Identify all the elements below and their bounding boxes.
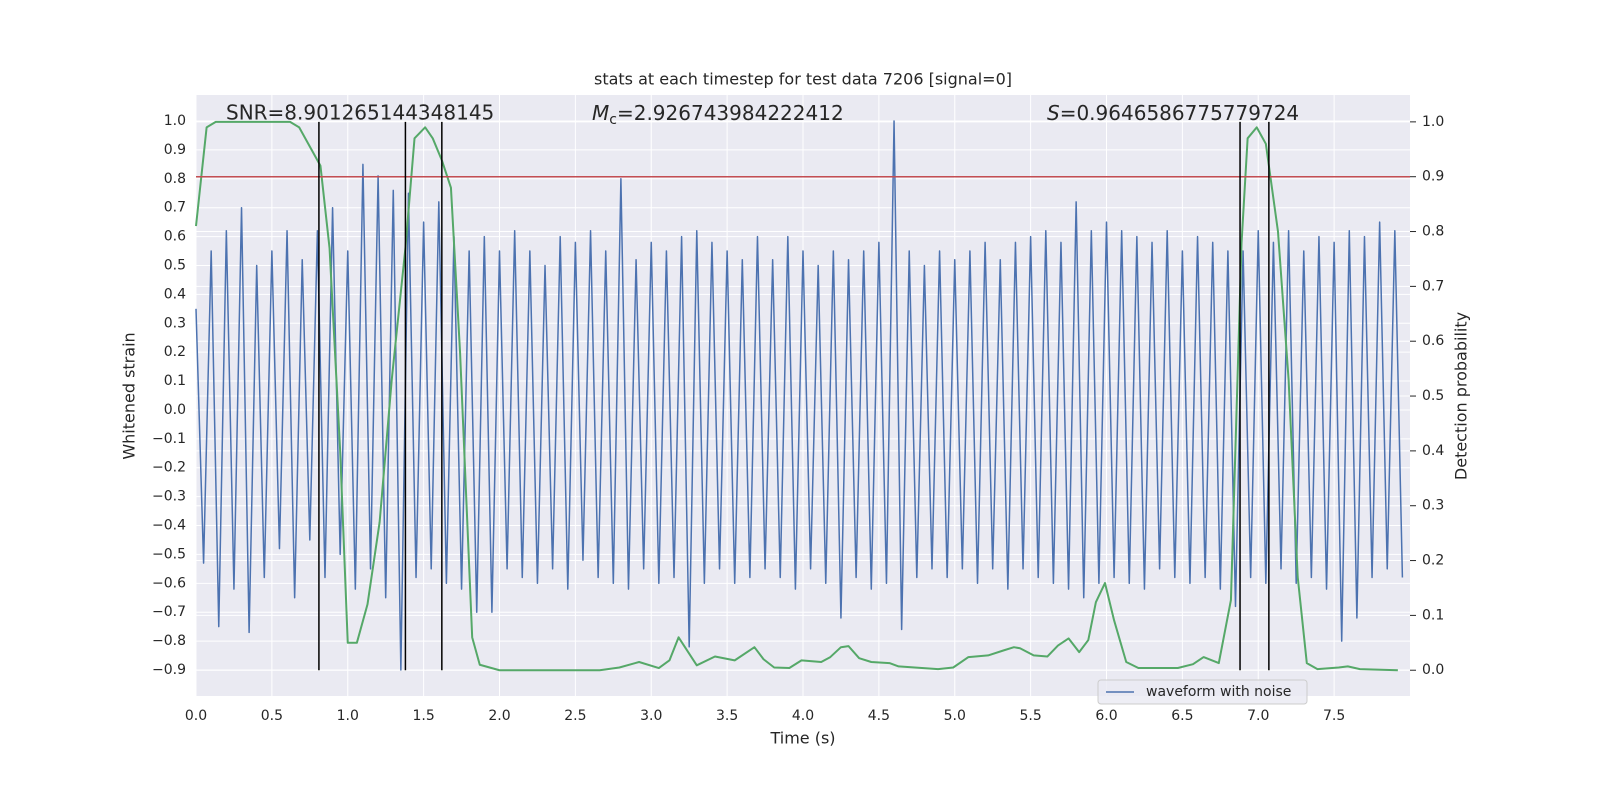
annotation-value: =0.9646586775779724 [1060, 101, 1299, 125]
annotation-subscript: c [609, 112, 617, 128]
y2-tick-label: 0.4 [1422, 443, 1444, 459]
x-tick-label: 3.0 [640, 708, 662, 724]
annotations: SNR=8.901265144348145 Mc=2.9267439842224… [226, 101, 1299, 129]
y-axis-label: Whitened strain [120, 332, 139, 459]
x-tick-label: 6.0 [1095, 708, 1117, 724]
y2-tick-label: 0.7 [1422, 278, 1444, 294]
y-tick-label: 0.6 [164, 229, 186, 245]
y-tick-label: 0.5 [164, 257, 186, 273]
annotation-value: =2.926743984222412 [617, 101, 844, 125]
series-line [195, 120, 1404, 671]
y-tick-label: 1.0 [164, 113, 186, 129]
y-tick-label: −0.9 [152, 662, 186, 678]
y-tick-label: 0.8 [164, 171, 186, 187]
series-line [195, 120, 1398, 672]
y-tick-label: −0.6 [152, 575, 186, 591]
x-tick-label: 7.0 [1247, 708, 1269, 724]
y2-tick-label: 0.1 [1422, 607, 1444, 623]
x-tick-label: 5.0 [944, 708, 966, 724]
legend-label: waveform with noise [1146, 684, 1291, 700]
x-tick-label: 0.0 [185, 708, 207, 724]
y2-tick-label: 0.9 [1422, 169, 1444, 185]
x-tick-label: 6.5 [1171, 708, 1193, 724]
y-tick-label: 0.7 [164, 200, 186, 216]
y2-tick-label: 0.3 [1422, 498, 1444, 514]
y-tick-label: 0.9 [164, 142, 186, 158]
y-tick-label: −0.1 [152, 431, 186, 447]
y2-tick-label: 0.8 [1422, 224, 1444, 240]
y-tick-label: 0.0 [164, 402, 186, 418]
x-tick-label: 3.5 [716, 708, 738, 724]
x-tick-label: 2.5 [564, 708, 586, 724]
y2-tick-label: 1.0 [1422, 114, 1444, 130]
y-tick-label: −0.3 [152, 489, 186, 505]
y-tick-label: −0.2 [152, 460, 186, 476]
x-tick-label: 1.5 [412, 708, 434, 724]
y-tick-label: −0.8 [152, 633, 186, 649]
y-tick-label: 0.1 [164, 373, 186, 389]
y-tick-label: −0.4 [152, 518, 186, 534]
x-axis-label: Time (s) [769, 729, 835, 748]
x-tick-label: 2.0 [488, 708, 510, 724]
y-tick-label: −0.5 [152, 546, 186, 562]
y-tick-label: 0.2 [164, 344, 186, 360]
annotation-symbol: S [1047, 101, 1060, 125]
x-tick-label: 7.5 [1323, 708, 1345, 724]
x-tick-label: 4.5 [868, 708, 890, 724]
y-tick-label: 0.4 [164, 286, 186, 302]
x-tick-label: 0.5 [261, 708, 283, 724]
y-tick-label: −0.7 [152, 604, 186, 620]
y-tick-label: 0.3 [164, 315, 186, 331]
chart-title: stats at each timestep for test data 720… [594, 70, 1012, 89]
y2-tick-label: 0.0 [1422, 662, 1444, 678]
x-tick-label: 4.0 [792, 708, 814, 724]
annotation: SNR=8.901265144348145 [226, 101, 494, 125]
annotation: S=0.9646586775779724 [1047, 101, 1299, 125]
y2-axis-label: Detection probability [1452, 312, 1471, 480]
x-tick-label: 5.5 [1019, 708, 1041, 724]
annotation-symbol: M [592, 101, 609, 125]
x-tick-label: 1.0 [337, 708, 359, 724]
annotation: Mc=2.926743984222412 [592, 101, 844, 129]
y2-tick-label: 0.5 [1422, 388, 1444, 404]
y2-tick-label: 0.6 [1422, 333, 1444, 349]
legend-box [1097, 679, 1308, 705]
y2-tick-label: 0.2 [1422, 553, 1444, 569]
